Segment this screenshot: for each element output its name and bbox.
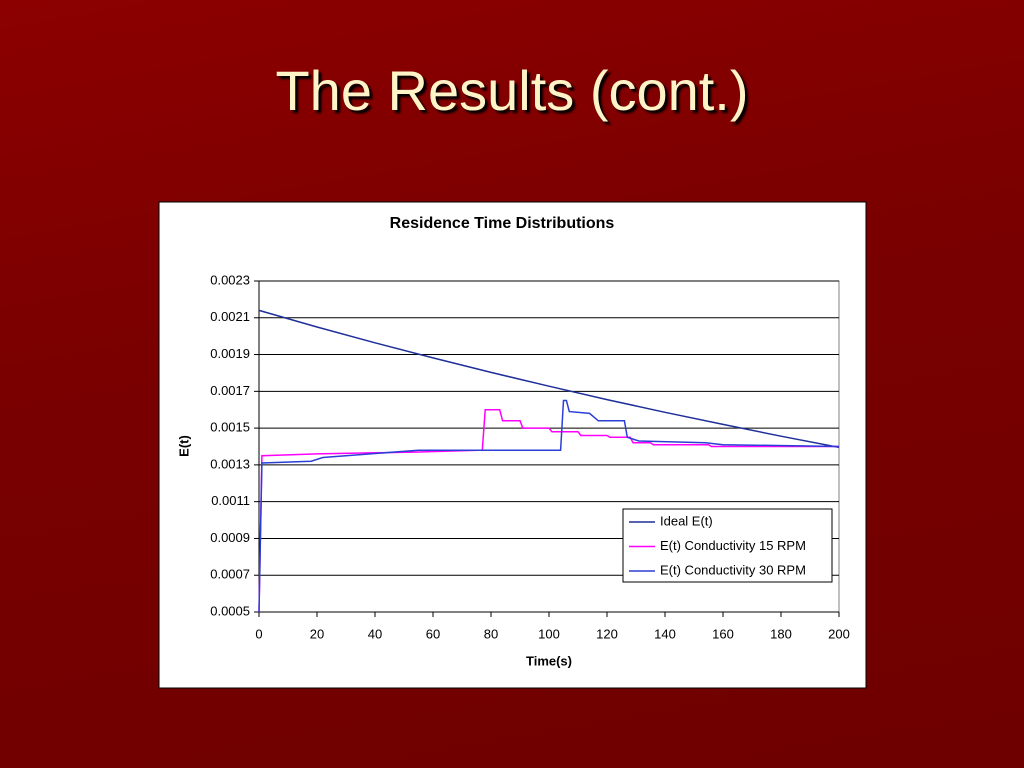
y-tick-label: 0.0015 [210, 420, 250, 435]
y-tick-label: 0.0013 [210, 456, 250, 471]
y-tick-label: 0.0007 [210, 567, 250, 582]
y-tick-label: 0.0021 [210, 309, 250, 324]
series-line [258, 309, 840, 449]
series-line [258, 399, 840, 613]
y-axis-label: E(t) [176, 435, 191, 457]
legend-label: Ideal E(t) [660, 513, 713, 528]
legend-label: E(t) Conductivity 15 RPM [660, 538, 806, 553]
x-tick-label: 120 [596, 626, 618, 641]
x-tick-label: 160 [712, 626, 734, 641]
chart-title: Residence Time Distributions [390, 215, 615, 232]
x-tick-label: 0 [255, 626, 262, 641]
legend-label: E(t) Conductivity 30 RPM [660, 562, 806, 577]
x-tick-label: 200 [828, 626, 850, 641]
slide-title: The Results (cont.) [275, 59, 749, 122]
y-tick-label: 0.0005 [210, 603, 250, 618]
y-tick-label: 0.0017 [210, 383, 250, 398]
y-tick-label: 0.0009 [210, 530, 250, 545]
x-tick-label: 60 [426, 626, 440, 641]
x-axis-label: Time(s) [526, 653, 572, 668]
y-tick-label: 0.0011 [211, 493, 250, 508]
y-tick-label: 0.0023 [210, 272, 250, 287]
x-tick-label: 40 [368, 626, 382, 641]
x-tick-label: 140 [654, 626, 676, 641]
legend-box [622, 508, 833, 583]
y-tick-label: 0.0019 [210, 346, 250, 361]
x-tick-label: 180 [770, 626, 792, 641]
x-tick-label: 80 [484, 626, 498, 641]
x-tick-label: 20 [310, 626, 324, 641]
x-tick-label: 100 [538, 626, 560, 641]
